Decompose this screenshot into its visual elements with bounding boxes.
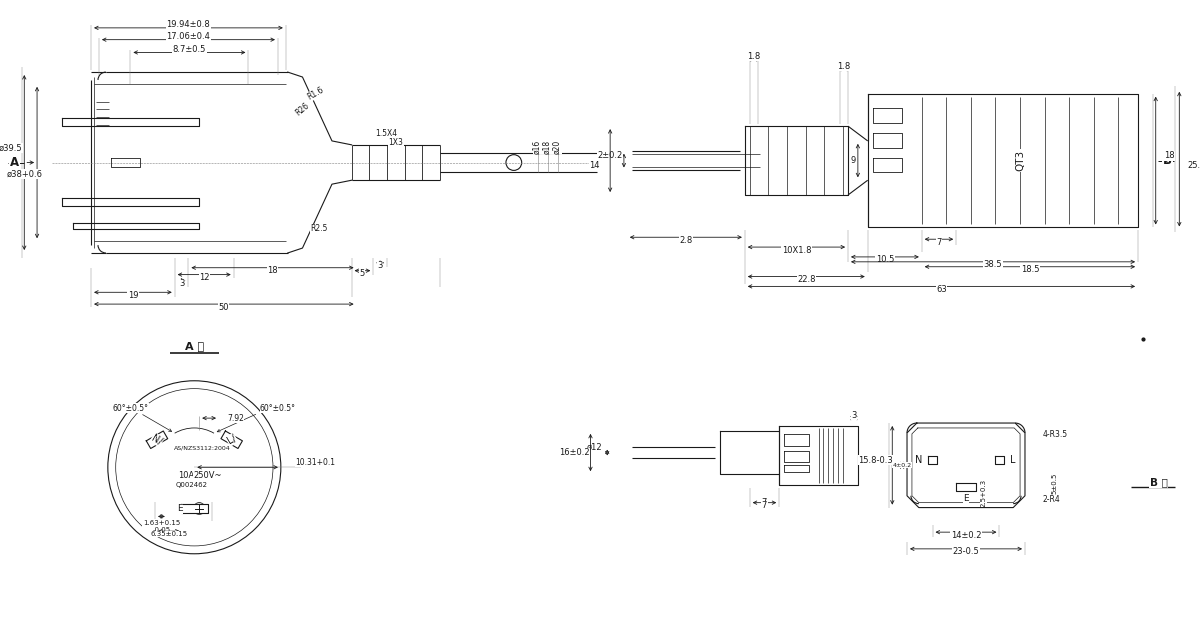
Text: A 视: A 视: [185, 341, 204, 352]
Text: 10A: 10A: [179, 470, 194, 480]
Text: E: E: [964, 494, 968, 503]
Text: 1.8: 1.8: [748, 52, 761, 61]
Polygon shape: [221, 431, 242, 449]
Text: L: L: [1010, 456, 1016, 465]
Text: R26: R26: [294, 101, 311, 118]
Text: B: B: [1163, 154, 1172, 167]
Text: 63: 63: [936, 285, 947, 294]
Text: 14: 14: [589, 161, 600, 170]
Text: 2-R4: 2-R4: [1043, 495, 1061, 504]
Text: 8.7±0.5: 8.7±0.5: [173, 45, 206, 54]
Text: R2.5: R2.5: [311, 224, 328, 233]
Text: 9: 9: [851, 156, 856, 165]
Text: 50: 50: [218, 303, 229, 311]
Text: L/: L/: [226, 433, 238, 446]
Text: ø18: ø18: [542, 140, 552, 154]
Text: ø38+0.6: ø38+0.6: [6, 170, 42, 179]
Text: 19: 19: [127, 291, 138, 300]
Text: 1X3: 1X3: [389, 139, 403, 147]
Text: 5±0.5: 5±0.5: [1051, 472, 1057, 494]
Text: 1.5X4: 1.5X4: [374, 129, 397, 137]
Text: 2.5+0.3: 2.5+0.3: [980, 478, 986, 507]
Text: Q002462: Q002462: [175, 482, 208, 488]
Text: 7.92: 7.92: [227, 413, 244, 423]
Text: 250V~: 250V~: [194, 470, 222, 480]
Text: 7: 7: [936, 238, 942, 246]
Text: 18: 18: [268, 266, 278, 275]
Text: E: E: [176, 504, 182, 513]
Text: 12: 12: [199, 273, 210, 282]
Text: 3: 3: [851, 410, 857, 420]
Text: 1.63+0.15
-0.05: 1.63+0.15 -0.05: [143, 520, 180, 533]
Text: 23-0.5: 23-0.5: [953, 547, 979, 556]
Text: 18: 18: [1164, 151, 1175, 160]
Text: B 视: B 视: [1150, 477, 1168, 487]
Text: 3: 3: [179, 279, 185, 288]
Text: 38.5: 38.5: [984, 260, 1002, 269]
Text: ø20: ø20: [552, 140, 562, 154]
Text: 19.94±0.8: 19.94±0.8: [167, 20, 210, 30]
Polygon shape: [146, 431, 168, 449]
Text: 7: 7: [762, 501, 767, 510]
Text: R1.6: R1.6: [306, 85, 325, 102]
Text: 2±0.2: 2±0.2: [598, 151, 623, 160]
Text: A: A: [10, 156, 19, 169]
Text: 7: 7: [762, 498, 767, 507]
Text: ø16: ø16: [533, 140, 542, 154]
Text: 10.5: 10.5: [876, 256, 894, 264]
Text: 60°±0.5°: 60°±0.5°: [260, 404, 296, 413]
Text: 1.8: 1.8: [838, 62, 851, 71]
Text: 18.5: 18.5: [1021, 265, 1039, 274]
Text: 5: 5: [360, 269, 365, 278]
Text: N/: N/: [150, 433, 164, 447]
Text: 17.06±0.4: 17.06±0.4: [167, 32, 210, 41]
Text: QT3: QT3: [1015, 150, 1025, 171]
Text: 60°±0.5°: 60°±0.5°: [113, 404, 149, 413]
Text: ø39.5: ø39.5: [0, 143, 23, 152]
Polygon shape: [180, 504, 208, 513]
Text: 25.5: 25.5: [1188, 161, 1200, 170]
Text: N: N: [916, 456, 923, 465]
Text: 15.8-0.3: 15.8-0.3: [858, 456, 893, 465]
Text: AS/NZS3112:2004: AS/NZS3112:2004: [174, 445, 230, 450]
Text: ø12: ø12: [587, 443, 602, 452]
Text: 10.31+0.1: 10.31+0.1: [295, 458, 335, 467]
Text: 22.8: 22.8: [797, 275, 816, 284]
Text: 10X1.8: 10X1.8: [781, 246, 811, 254]
Text: 6.35±0.15: 6.35±0.15: [150, 531, 187, 537]
Text: 3: 3: [378, 261, 383, 271]
Text: 4-R3.5: 4-R3.5: [1043, 430, 1068, 439]
Text: 4±0.2: 4±0.2: [893, 463, 912, 468]
Text: 14±0.2: 14±0.2: [950, 530, 982, 540]
Text: 16±0.2: 16±0.2: [559, 448, 590, 457]
Text: 2.8: 2.8: [679, 236, 692, 245]
